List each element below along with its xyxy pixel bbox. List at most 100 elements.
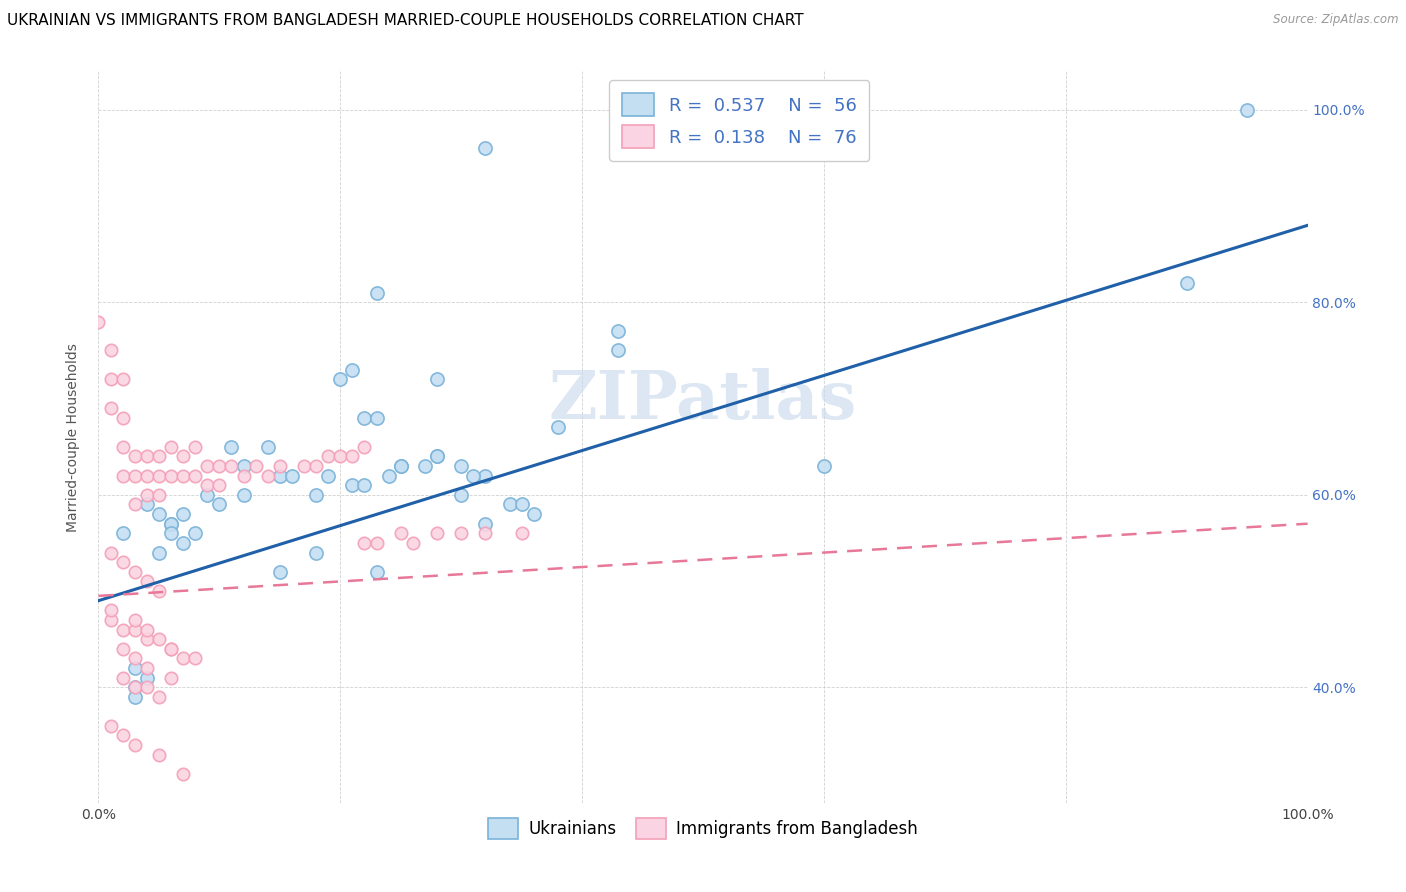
Point	[135, 681, 157, 695]
Point	[474, 516, 496, 531]
Legend: Ukrainians, Immigrants from Bangladesh: Ukrainians, Immigrants from Bangladesh	[478, 808, 928, 849]
Point	[269, 468, 291, 483]
Point	[366, 536, 388, 550]
Point	[160, 440, 183, 454]
Point	[135, 574, 157, 589]
Point	[100, 401, 122, 416]
Point	[148, 584, 170, 599]
Point	[100, 372, 122, 386]
Point	[184, 526, 207, 541]
Point	[366, 285, 388, 300]
Point	[148, 450, 170, 464]
Point	[111, 468, 134, 483]
Point	[413, 458, 436, 473]
Point	[450, 526, 472, 541]
Point	[124, 681, 146, 695]
Point	[160, 641, 183, 656]
Point	[172, 767, 194, 781]
Point	[232, 458, 254, 473]
Point	[160, 526, 183, 541]
Point	[111, 372, 134, 386]
Point	[135, 468, 157, 483]
Point	[474, 141, 496, 155]
Point	[87, 315, 110, 329]
Point	[124, 565, 146, 579]
Point	[305, 545, 328, 559]
Point	[111, 410, 134, 425]
Point	[195, 478, 218, 492]
Text: Source: ZipAtlas.com: Source: ZipAtlas.com	[1274, 13, 1399, 27]
Point	[463, 468, 485, 483]
Point	[124, 468, 146, 483]
Point	[160, 671, 183, 685]
Point	[124, 613, 146, 627]
Point	[172, 468, 194, 483]
Point	[607, 324, 630, 338]
Text: UKRAINIAN VS IMMIGRANTS FROM BANGLADESH MARRIED-COUPLE HOUSEHOLDS CORRELATION CH: UKRAINIAN VS IMMIGRANTS FROM BANGLADESH …	[7, 13, 804, 29]
Point	[135, 488, 157, 502]
Point	[172, 450, 194, 464]
Point	[256, 440, 278, 454]
Point	[1175, 276, 1198, 290]
Point	[232, 468, 254, 483]
Point	[256, 468, 278, 483]
Point	[124, 661, 146, 675]
Point	[148, 690, 170, 704]
Point	[498, 498, 520, 512]
Point	[148, 545, 170, 559]
Point	[124, 681, 146, 695]
Point	[329, 450, 352, 464]
Point	[100, 603, 122, 617]
Point	[208, 478, 231, 492]
Point	[510, 498, 533, 512]
Point	[100, 613, 122, 627]
Point	[474, 468, 496, 483]
Point	[160, 641, 183, 656]
Point	[221, 458, 243, 473]
Point	[510, 526, 533, 541]
Point	[195, 458, 218, 473]
Point	[135, 661, 157, 675]
Text: ZIPatlas: ZIPatlas	[548, 368, 858, 433]
Point	[111, 641, 134, 656]
Point	[813, 458, 835, 473]
Point	[184, 651, 207, 665]
Point	[124, 690, 146, 704]
Point	[148, 507, 170, 521]
Point	[281, 468, 304, 483]
Point	[1236, 103, 1258, 117]
Point	[607, 343, 630, 358]
Point	[100, 343, 122, 358]
Point	[160, 516, 183, 531]
Point	[426, 526, 449, 541]
Point	[450, 488, 472, 502]
Point	[124, 450, 146, 464]
Point	[124, 623, 146, 637]
Point	[172, 651, 194, 665]
Point	[111, 671, 134, 685]
Point	[353, 536, 375, 550]
Point	[148, 632, 170, 647]
Point	[208, 498, 231, 512]
Point	[100, 719, 122, 733]
Point	[269, 458, 291, 473]
Point	[160, 468, 183, 483]
Point	[426, 450, 449, 464]
Point	[172, 536, 194, 550]
Point	[377, 468, 399, 483]
Point	[111, 555, 134, 569]
Point	[402, 536, 425, 550]
Point	[184, 440, 207, 454]
Point	[148, 488, 170, 502]
Point	[111, 728, 134, 742]
Point	[389, 458, 412, 473]
Point	[232, 488, 254, 502]
Point	[111, 440, 134, 454]
Point	[160, 516, 183, 531]
Point	[353, 410, 375, 425]
Point	[342, 450, 364, 464]
Point	[389, 526, 412, 541]
Point	[366, 410, 388, 425]
Point	[389, 458, 412, 473]
Y-axis label: Married-couple Households: Married-couple Households	[66, 343, 80, 532]
